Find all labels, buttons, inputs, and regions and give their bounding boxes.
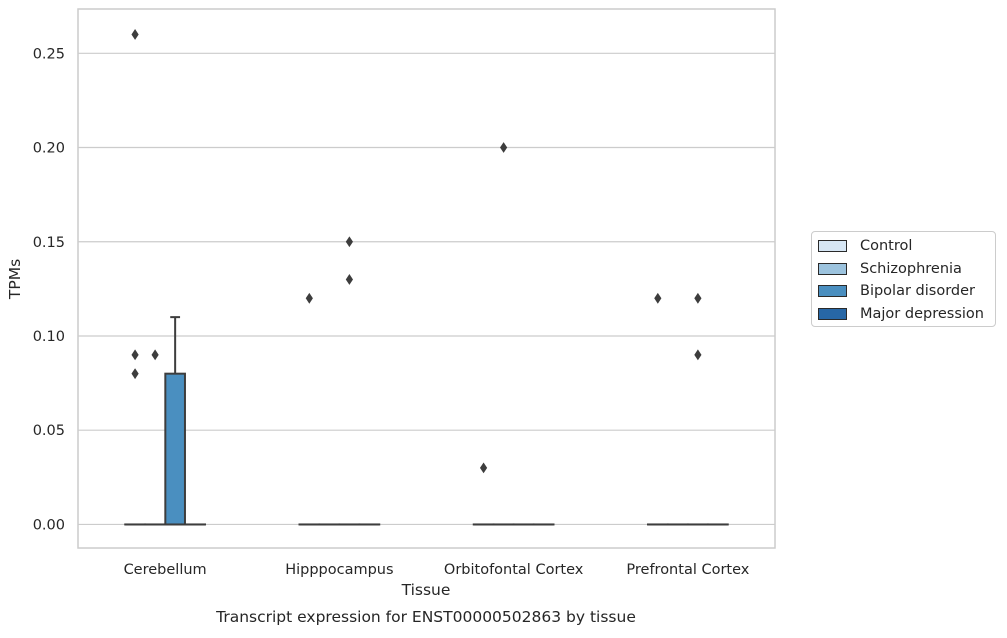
legend-label-bipolar-disorder: Bipolar disorder	[860, 283, 975, 299]
legend-item-schizophrenia: Schizophrenia	[818, 259, 962, 279]
y-tick-label: 0.05	[33, 423, 65, 439]
y-tick-label: 0.15	[33, 235, 65, 251]
legend: Control Schizophrenia Bipolar disorder M…	[811, 231, 996, 327]
legend-item-major-depression: Major depression	[818, 304, 984, 324]
legend-item-control: Control	[818, 236, 912, 256]
legend-swatch-control	[818, 240, 847, 252]
box-2-0	[165, 374, 185, 525]
x-tick-label: Cerebellum	[124, 562, 207, 578]
y-tick-label: 0.25	[33, 46, 65, 62]
y-tick-label: 0.00	[33, 517, 65, 533]
legend-swatch-major-depression	[818, 308, 847, 320]
legend-label-major-depression: Major depression	[860, 306, 984, 322]
y-tick-label: 0.10	[33, 329, 65, 345]
y-axis-label: TPMs	[6, 259, 24, 300]
x-tick-label: Orbitofontal Cortex	[444, 562, 584, 578]
legend-label-control: Control	[860, 238, 912, 254]
y-tick-label: 0.20	[33, 141, 65, 157]
legend-item-bipolar-disorder: Bipolar disorder	[818, 281, 975, 301]
chart-caption: Transcript expression for ENST0000050286…	[215, 608, 636, 626]
x-tick-label: Hipppocampus	[285, 562, 393, 578]
legend-swatch-bipolar-disorder	[818, 285, 847, 297]
x-tick-label: Prefrontal Cortex	[626, 562, 749, 578]
legend-swatch-schizophrenia	[818, 263, 847, 275]
legend-label-schizophrenia: Schizophrenia	[860, 261, 962, 277]
x-axis-label: Tissue	[401, 581, 451, 599]
